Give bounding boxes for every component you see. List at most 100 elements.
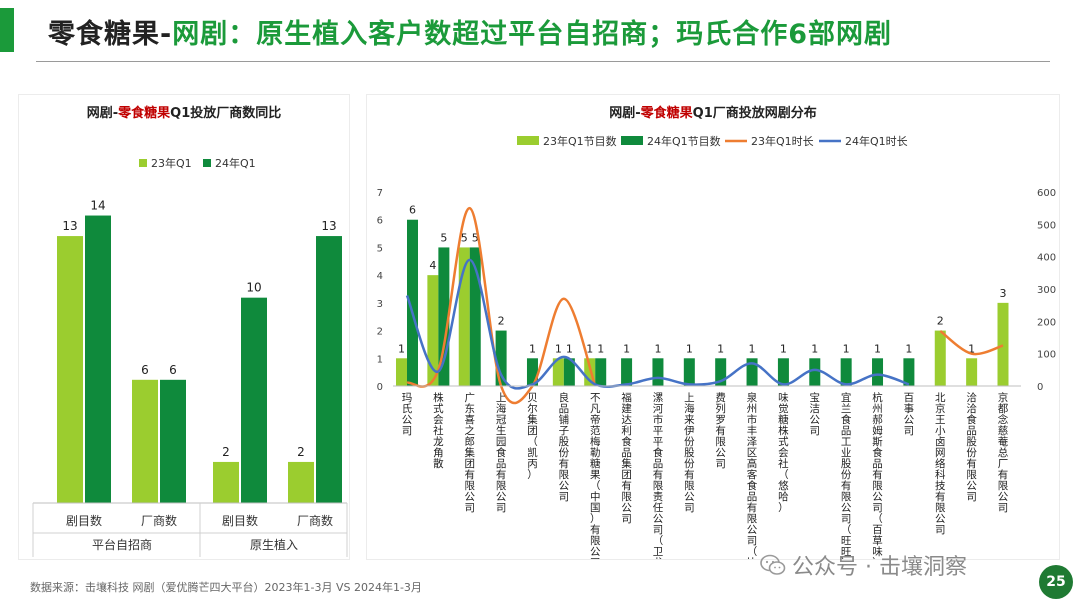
series-line	[406, 206, 597, 405]
bar	[840, 358, 852, 386]
data-label: 1	[780, 342, 787, 355]
y-tick-right: 600	[1037, 188, 1056, 199]
y-tick-right: 0	[1037, 382, 1043, 393]
bar	[396, 358, 407, 386]
legend-swatch	[203, 159, 211, 167]
data-label: 5	[472, 231, 479, 244]
data-label: 1	[654, 342, 661, 355]
data-label: 1	[968, 342, 975, 355]
category-label: 洽洽食品股份有限公司	[966, 391, 977, 503]
legend-label: 23年Q1节目数	[543, 134, 617, 148]
bar	[316, 236, 342, 504]
legend-label: 23年Q1时长	[751, 134, 814, 148]
data-label: 5	[440, 231, 447, 244]
category-label: 味觉糖株式会社（悠哈）	[778, 392, 789, 514]
data-label: 4	[429, 259, 436, 272]
y-tick-left: 6	[377, 216, 383, 227]
bar	[552, 358, 564, 386]
data-label: 2	[498, 315, 505, 328]
bar	[809, 358, 821, 386]
y-tick-left: 7	[377, 188, 383, 199]
bar	[469, 247, 481, 386]
bar	[132, 379, 158, 503]
category-label: 株式会社龙角散	[433, 391, 444, 470]
bar	[407, 219, 418, 386]
data-label: 10	[246, 281, 261, 295]
y-tick-right: 100	[1037, 350, 1056, 361]
category-label: 剧目数	[66, 513, 102, 528]
category-label: 厂商数	[297, 513, 333, 528]
data-label: 6	[409, 204, 416, 217]
category-label: 剧目数	[222, 513, 258, 528]
y-tick-right: 200	[1037, 317, 1056, 328]
data-label: 1	[749, 342, 756, 355]
y-tick-left: 4	[377, 271, 383, 282]
bar	[584, 358, 596, 386]
chart-title-title-part3: Q1厂商投放网剧分布	[693, 105, 817, 121]
series-line	[939, 330, 1004, 356]
page-number: 25	[1039, 565, 1073, 599]
category-label: 百事公司	[904, 392, 915, 437]
bar	[438, 247, 450, 386]
data-label: 1	[586, 342, 593, 355]
watermark-text: 公众号 · 击壤洞察	[792, 555, 967, 580]
y-tick-left: 3	[377, 299, 383, 310]
bar	[715, 358, 727, 386]
page-title-main: 网剧：原生植入客户数超过平台自招商；玛氏合作6部网剧	[172, 19, 893, 50]
bar	[288, 461, 314, 503]
data-label: 1	[905, 342, 912, 355]
chart-title: 网剧-零食糖果Q1厂商投放网剧分布	[609, 105, 817, 121]
data-label: 2	[937, 315, 944, 328]
data-label: 5	[461, 231, 468, 244]
bar	[563, 358, 575, 386]
legend-label: 24年Q1	[215, 156, 256, 170]
group-label: 原生植入	[250, 537, 298, 552]
category-label: 京都念慈菴总厂有限公司	[998, 391, 1009, 514]
right-chart: 网剧-零食糖果Q1厂商投放网剧分布 23年Q1节目数 24年Q1节目数 23年Q1时长…	[377, 105, 1056, 559]
bar	[934, 330, 946, 386]
wechat-icon	[760, 554, 786, 575]
category-label: 上海来伊份股份有限公司	[684, 392, 695, 514]
category-label: 宝洁公司	[810, 391, 821, 437]
bar	[683, 358, 695, 386]
bar	[997, 302, 1009, 386]
y-tick-right: 300	[1037, 285, 1056, 296]
bar	[427, 275, 439, 386]
chart-title-title-part1: 网剧-	[87, 105, 118, 121]
bar	[595, 358, 607, 386]
watermark: 公众号 · 击壤洞察	[760, 549, 967, 581]
legend-swatch	[621, 136, 643, 145]
bar	[85, 215, 111, 503]
bar	[241, 297, 267, 503]
bar	[777, 358, 789, 386]
bar	[872, 358, 884, 386]
data-label: 3	[1000, 287, 1007, 300]
bar	[621, 358, 633, 386]
data-label: 1	[623, 342, 630, 355]
y-tick-right: 400	[1037, 253, 1056, 264]
legend-swatch	[517, 136, 539, 145]
y-tick-left: 1	[377, 354, 383, 365]
y-tick-right: 500	[1037, 220, 1056, 231]
data-source: 数据来源：击壤科技 网剧（爱优腾芒四大平台）2023年1-3月 VS 2024年…	[30, 581, 422, 594]
data-label: 1	[874, 342, 881, 355]
category-label: 宜兰食品工业股份有限公司（旺旺）	[841, 391, 852, 559]
data-label: 1	[555, 342, 562, 355]
bar	[57, 236, 83, 504]
page-title-prefix: 零食糖果-	[48, 19, 173, 50]
legend-label: 23年Q1	[151, 156, 192, 170]
bar	[903, 358, 915, 386]
bar	[652, 358, 664, 386]
title-divider	[36, 61, 1050, 62]
left-chart-panel: 网剧-零食糖果Q1投放厂商数同比 23年Q1 24年Q1 13 6 2 2 14 6 10 13 剧目…	[18, 94, 350, 560]
chart-title-title-part3: Q1投放厂商数同比	[170, 105, 281, 121]
bar	[526, 358, 538, 386]
data-label: 13	[321, 219, 336, 233]
bar	[966, 358, 978, 386]
data-label: 6	[169, 363, 177, 377]
data-label: 1	[811, 342, 818, 355]
legend-label: 24年Q1时长	[845, 134, 908, 148]
bar	[213, 461, 239, 503]
category-label: 广东喜之郎集团有限公司	[464, 392, 475, 514]
